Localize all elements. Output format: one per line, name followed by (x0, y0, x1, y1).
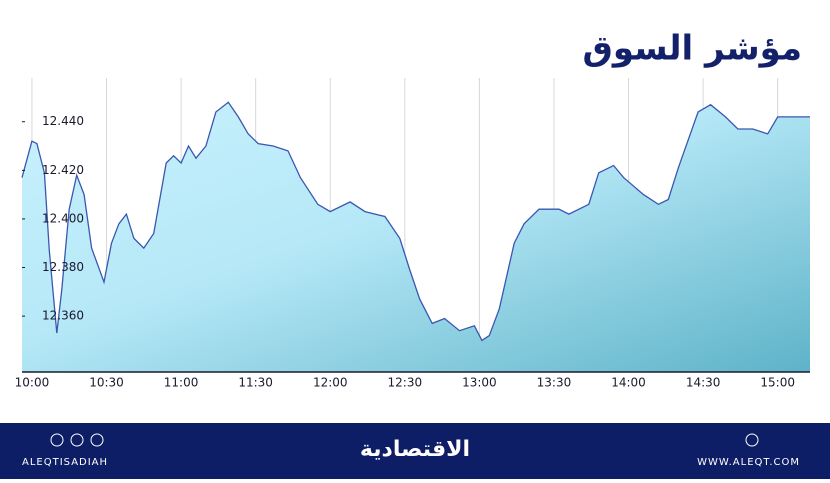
x-tick-label: 12:00 (313, 376, 348, 390)
footer-brand: الاقتصادية (360, 437, 470, 462)
x-tick-label: 10:00 (15, 376, 50, 390)
y-tick-label: 12.440 (42, 114, 84, 128)
x-tick-label: 11:30 (238, 376, 273, 390)
x-tick-label: 14:00 (611, 376, 646, 390)
x-tick-label: 10:30 (89, 376, 124, 390)
chart-title: مؤشر السوق (582, 29, 802, 69)
footer-handle: ALEQTISADIAH (22, 457, 108, 468)
index-line (21, 101, 810, 342)
x-tick-label: 13:30 (537, 376, 572, 390)
x-tick-label: 15:00 (760, 376, 795, 390)
y-tick-label: 12.420 (42, 163, 84, 177)
social-icons (50, 433, 759, 447)
x-tick-label: 11:00 (164, 376, 199, 390)
area-fill (22, 102, 810, 373)
x-tick-label: 12:30 (388, 376, 423, 390)
y-tick-label: 12.380 (42, 260, 84, 274)
footer-bar (0, 423, 830, 479)
x-tick-label: 13:00 (462, 376, 497, 390)
footer-website: WWW.ALEQT.COM (697, 457, 800, 468)
y-tick-label: 12.360 (42, 309, 84, 323)
y-tick-label: 12.400 (42, 211, 84, 225)
x-tick-label: 14:30 (686, 376, 721, 390)
